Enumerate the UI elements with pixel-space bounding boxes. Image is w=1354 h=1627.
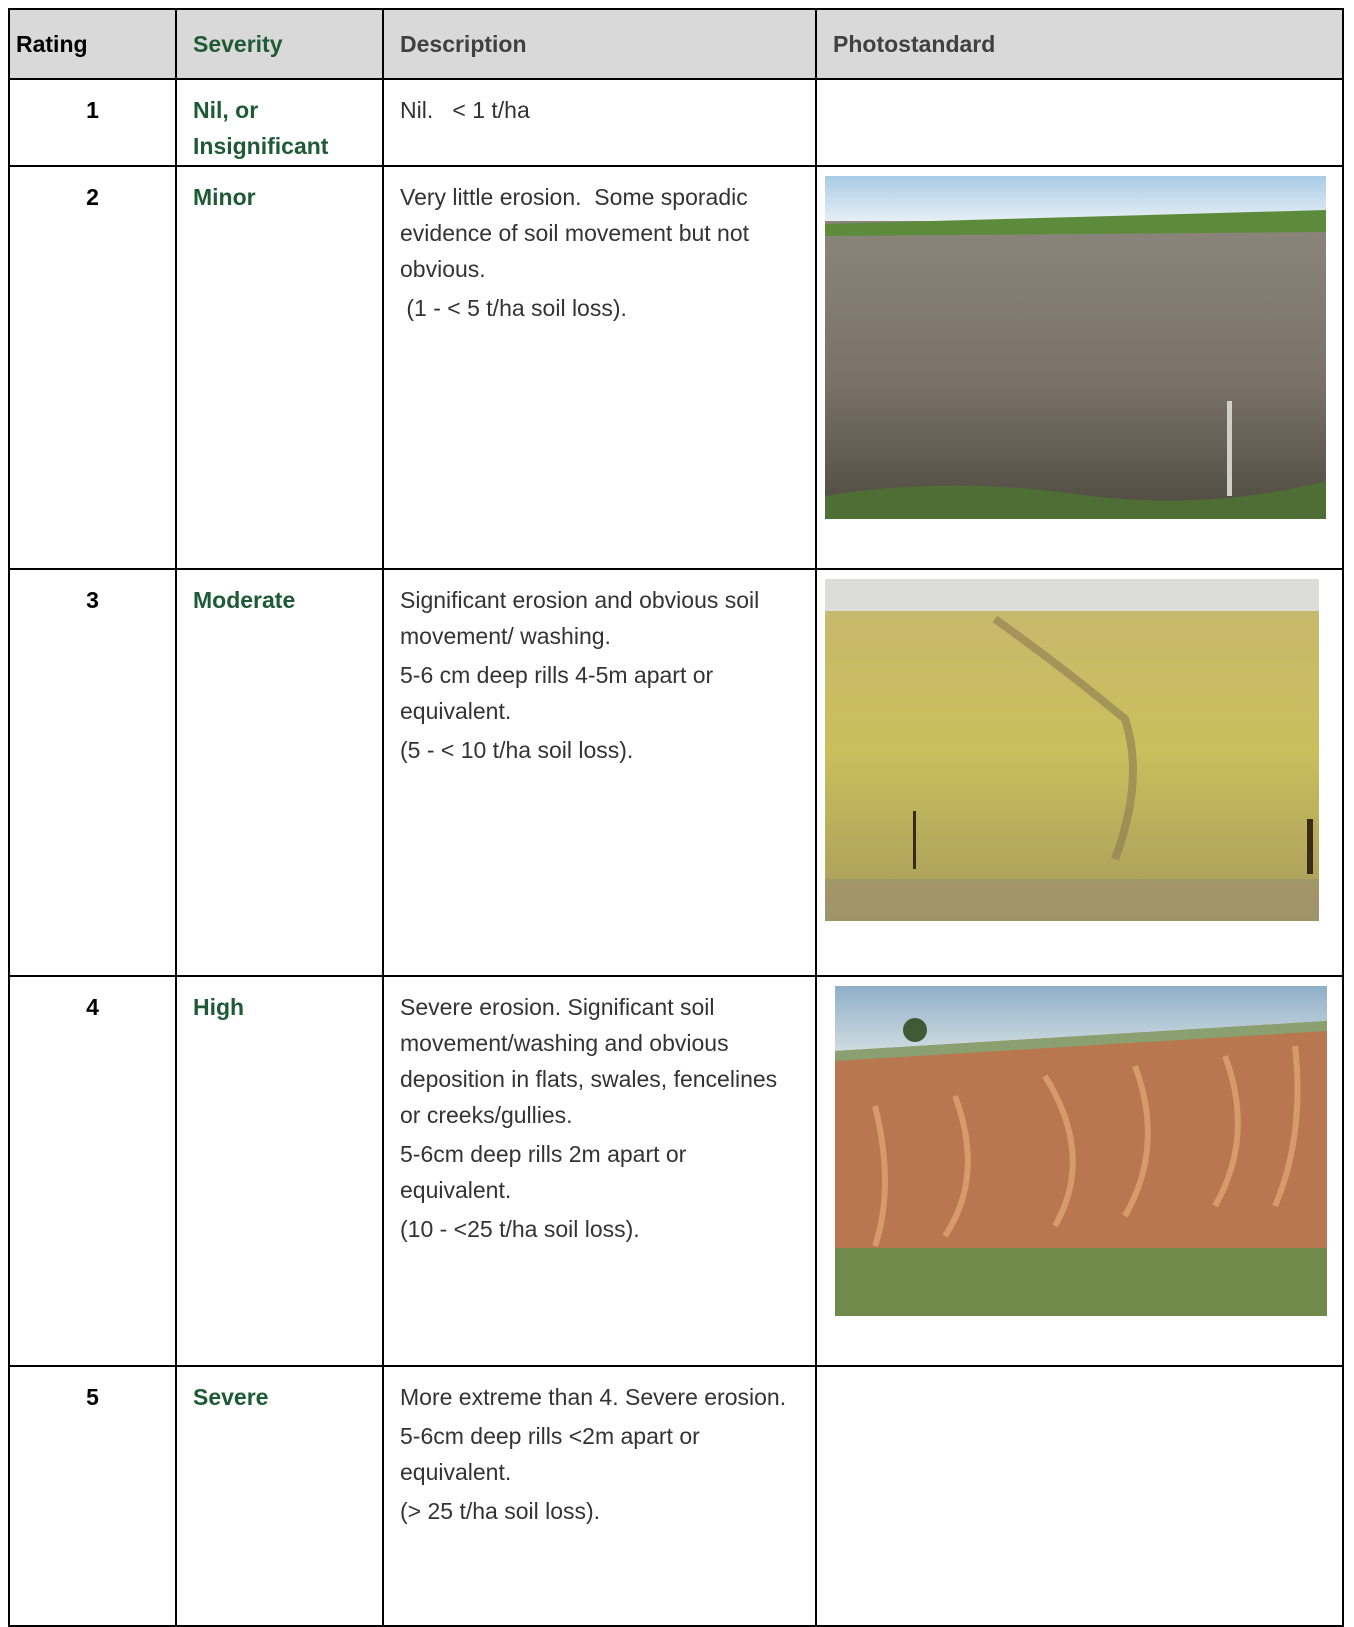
description-cell: Very little erosion. Some sporadic evide… bbox=[382, 165, 817, 570]
page: Rating Severity Description Photostandar… bbox=[8, 8, 1344, 1627]
severity-cell: Moderate bbox=[175, 568, 384, 977]
table-row: 5 Severe More extreme than 4. Severe erosi… bbox=[8, 1365, 1344, 1627]
photo-cell bbox=[815, 1365, 1344, 1627]
description-paragraph: Nil. < 1 t/ha bbox=[400, 97, 530, 123]
description-paragraph: More extreme than 4. Severe erosion. bbox=[400, 1384, 787, 1410]
table-row: 3 Moderate Significant erosion and obvious… bbox=[8, 568, 1344, 977]
rating-cell: 5 bbox=[8, 1365, 177, 1627]
description-paragraph: (5 - < 10 t/ha soil loss). bbox=[400, 737, 634, 763]
rating-cell: 4 bbox=[8, 975, 177, 1367]
photo-cell bbox=[815, 568, 1344, 977]
description-cell: More extreme than 4. Severe erosion. 5-6c… bbox=[382, 1365, 817, 1627]
description-paragraph: (> 25 t/ha soil loss). bbox=[400, 1498, 601, 1524]
description-cell: Significant erosion and obvious soil mov… bbox=[382, 568, 817, 977]
description-paragraph: Very little erosion. Some sporadic evide… bbox=[400, 184, 756, 282]
header-cell: Photostandard bbox=[815, 8, 1344, 80]
header-cell: Rating bbox=[8, 8, 177, 80]
description-paragraph: Significant erosion and obvious soil mov… bbox=[400, 587, 766, 649]
header-cell: Severity bbox=[175, 8, 384, 80]
erosion-table: Rating Severity Description Photostandar… bbox=[8, 8, 1344, 1627]
photo-cell bbox=[815, 975, 1344, 1367]
severity-cell: High bbox=[175, 975, 384, 1367]
rating-cell: 3 bbox=[8, 568, 177, 977]
severity-cell: Severe bbox=[175, 1365, 384, 1627]
table-row: 2 Minor Very little erosion. Some sporadic… bbox=[8, 165, 1344, 570]
photo-cell bbox=[815, 78, 1344, 167]
description-paragraph: (1 - < 5 t/ha soil loss). bbox=[400, 295, 627, 321]
header-row: Rating Severity Description Photostandar… bbox=[8, 8, 1344, 80]
photo bbox=[835, 986, 1327, 1316]
table-row: 4 High Severe erosion. Significant soil mo… bbox=[8, 975, 1344, 1367]
description-paragraph: Severe erosion. Significant soil movemen… bbox=[400, 994, 784, 1128]
rating-cell: 2 bbox=[8, 165, 177, 570]
table-row: 1 Nil, or Insignificant Nil. < 1 t/ha bbox=[8, 78, 1344, 167]
description-cell: Nil. < 1 t/ha bbox=[382, 78, 817, 167]
description-paragraph: 5-6cm deep rills 2m apart or equivalent. bbox=[400, 1141, 693, 1203]
photo bbox=[825, 579, 1319, 921]
severity-cell: Minor bbox=[175, 165, 384, 570]
description-cell: Severe erosion. Significant soil movemen… bbox=[382, 975, 817, 1367]
description-paragraph: 5-6cm deep rills <2m apart or equivalent… bbox=[400, 1423, 707, 1485]
table-body: 1 Nil, or Insignificant Nil. < 1 t/ha 2 Mino… bbox=[8, 78, 1344, 1627]
photo-cell bbox=[815, 165, 1344, 570]
severity-cell: Nil, or Insignificant bbox=[175, 78, 384, 167]
photo bbox=[825, 176, 1326, 519]
description-paragraph: (10 - <25 t/ha soil loss). bbox=[400, 1216, 640, 1242]
description-paragraph: 5-6 cm deep rills 4-5m apart or equivale… bbox=[400, 662, 720, 724]
header-cell: Description bbox=[382, 8, 817, 80]
rating-cell: 1 bbox=[8, 78, 177, 167]
